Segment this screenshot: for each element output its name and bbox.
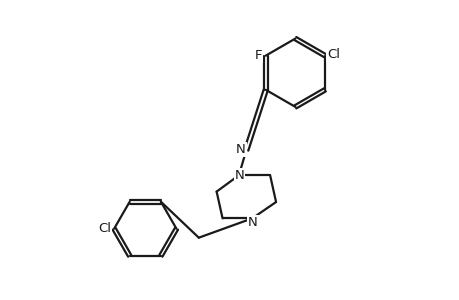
Text: N: N (235, 143, 246, 156)
Text: N: N (234, 169, 244, 182)
Text: N: N (247, 216, 257, 229)
Text: Cl: Cl (326, 48, 339, 61)
Text: F: F (254, 49, 262, 62)
Text: Cl: Cl (98, 222, 111, 235)
